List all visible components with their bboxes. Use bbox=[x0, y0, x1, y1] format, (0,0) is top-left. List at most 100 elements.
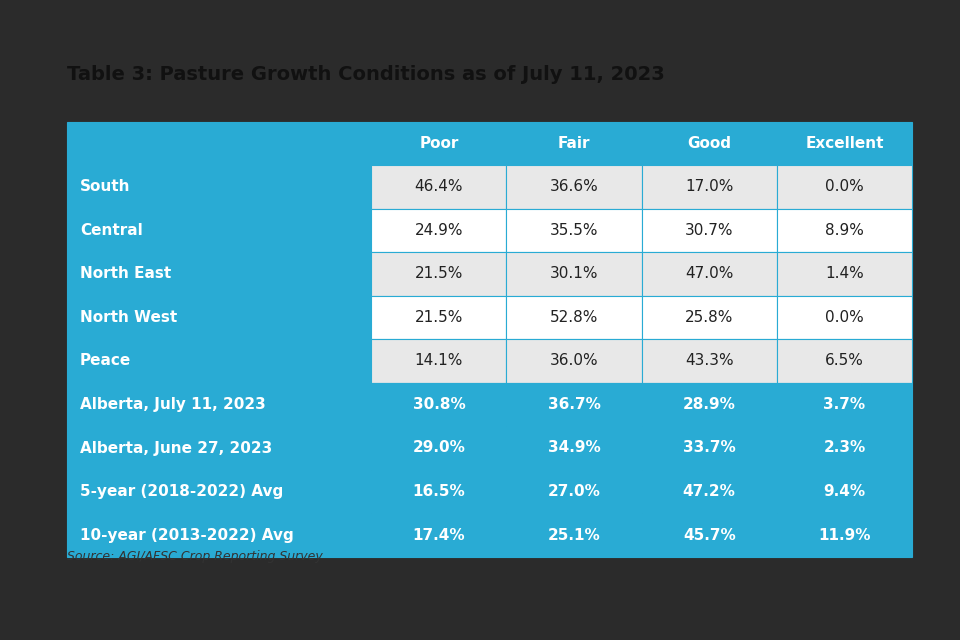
FancyBboxPatch shape bbox=[67, 209, 372, 252]
Text: 5-year (2018-2022) Avg: 5-year (2018-2022) Avg bbox=[80, 484, 283, 499]
FancyBboxPatch shape bbox=[777, 165, 912, 209]
FancyBboxPatch shape bbox=[372, 122, 507, 165]
FancyBboxPatch shape bbox=[67, 296, 372, 339]
FancyBboxPatch shape bbox=[641, 209, 777, 252]
Text: 0.0%: 0.0% bbox=[825, 310, 864, 325]
FancyBboxPatch shape bbox=[641, 296, 777, 339]
FancyBboxPatch shape bbox=[777, 252, 912, 296]
Text: 24.9%: 24.9% bbox=[415, 223, 463, 238]
Text: Source: AGI/AFSC Crop Reporting Survey: Source: AGI/AFSC Crop Reporting Survey bbox=[67, 550, 323, 563]
FancyBboxPatch shape bbox=[777, 426, 912, 470]
Text: 35.5%: 35.5% bbox=[550, 223, 598, 238]
FancyBboxPatch shape bbox=[67, 383, 372, 426]
Text: 16.5%: 16.5% bbox=[413, 484, 466, 499]
Text: 10-year (2013-2022) Avg: 10-year (2013-2022) Avg bbox=[80, 527, 294, 543]
Text: Good: Good bbox=[687, 136, 732, 151]
Text: Central: Central bbox=[80, 223, 143, 238]
FancyBboxPatch shape bbox=[372, 426, 507, 470]
FancyBboxPatch shape bbox=[641, 252, 777, 296]
FancyBboxPatch shape bbox=[372, 252, 507, 296]
Text: 0.0%: 0.0% bbox=[825, 179, 864, 195]
Text: Alberta, June 27, 2023: Alberta, June 27, 2023 bbox=[80, 440, 272, 456]
FancyBboxPatch shape bbox=[372, 513, 507, 557]
FancyBboxPatch shape bbox=[641, 513, 777, 557]
FancyBboxPatch shape bbox=[67, 470, 372, 513]
Text: Alberta, July 11, 2023: Alberta, July 11, 2023 bbox=[80, 397, 266, 412]
FancyBboxPatch shape bbox=[507, 470, 641, 513]
FancyBboxPatch shape bbox=[641, 122, 777, 165]
FancyBboxPatch shape bbox=[777, 513, 912, 557]
Text: 36.6%: 36.6% bbox=[550, 179, 598, 195]
Text: Fair: Fair bbox=[558, 136, 590, 151]
Text: South: South bbox=[80, 179, 131, 195]
Text: 28.9%: 28.9% bbox=[683, 397, 735, 412]
Text: 30.7%: 30.7% bbox=[685, 223, 733, 238]
Text: 21.5%: 21.5% bbox=[415, 310, 463, 325]
Text: 8.9%: 8.9% bbox=[825, 223, 864, 238]
Text: 33.7%: 33.7% bbox=[683, 440, 735, 456]
FancyBboxPatch shape bbox=[67, 426, 372, 470]
Text: Poor: Poor bbox=[420, 136, 459, 151]
FancyBboxPatch shape bbox=[372, 383, 507, 426]
FancyBboxPatch shape bbox=[777, 339, 912, 383]
FancyBboxPatch shape bbox=[641, 165, 777, 209]
FancyBboxPatch shape bbox=[507, 426, 641, 470]
FancyBboxPatch shape bbox=[372, 296, 507, 339]
FancyBboxPatch shape bbox=[641, 383, 777, 426]
FancyBboxPatch shape bbox=[777, 209, 912, 252]
Text: 29.0%: 29.0% bbox=[413, 440, 466, 456]
Text: 11.9%: 11.9% bbox=[818, 527, 871, 543]
Text: 17.0%: 17.0% bbox=[685, 179, 733, 195]
FancyBboxPatch shape bbox=[67, 513, 372, 557]
FancyBboxPatch shape bbox=[777, 122, 912, 165]
Text: 36.7%: 36.7% bbox=[547, 397, 601, 412]
Text: 25.8%: 25.8% bbox=[685, 310, 733, 325]
Text: 47.0%: 47.0% bbox=[685, 266, 733, 282]
FancyBboxPatch shape bbox=[507, 513, 641, 557]
FancyBboxPatch shape bbox=[507, 383, 641, 426]
FancyBboxPatch shape bbox=[641, 470, 777, 513]
Text: 46.4%: 46.4% bbox=[415, 179, 463, 195]
Text: 6.5%: 6.5% bbox=[825, 353, 864, 369]
Text: 52.8%: 52.8% bbox=[550, 310, 598, 325]
Text: 3.7%: 3.7% bbox=[824, 397, 866, 412]
FancyBboxPatch shape bbox=[507, 252, 641, 296]
FancyBboxPatch shape bbox=[372, 339, 507, 383]
FancyBboxPatch shape bbox=[507, 209, 641, 252]
FancyBboxPatch shape bbox=[372, 165, 507, 209]
Text: 36.0%: 36.0% bbox=[550, 353, 598, 369]
FancyBboxPatch shape bbox=[67, 339, 372, 383]
Text: 25.1%: 25.1% bbox=[548, 527, 600, 543]
Text: Table 3: Pasture Growth Conditions as of July 11, 2023: Table 3: Pasture Growth Conditions as of… bbox=[67, 65, 665, 84]
Text: 1.4%: 1.4% bbox=[825, 266, 864, 282]
Text: 14.1%: 14.1% bbox=[415, 353, 463, 369]
Text: 45.7%: 45.7% bbox=[683, 527, 735, 543]
Text: 17.4%: 17.4% bbox=[413, 527, 466, 543]
Text: 34.9%: 34.9% bbox=[548, 440, 600, 456]
FancyBboxPatch shape bbox=[777, 383, 912, 426]
FancyBboxPatch shape bbox=[507, 122, 641, 165]
FancyBboxPatch shape bbox=[641, 339, 777, 383]
Text: 2.3%: 2.3% bbox=[824, 440, 866, 456]
FancyBboxPatch shape bbox=[641, 426, 777, 470]
Text: 30.8%: 30.8% bbox=[413, 397, 466, 412]
FancyBboxPatch shape bbox=[67, 122, 372, 165]
Text: 27.0%: 27.0% bbox=[547, 484, 601, 499]
FancyBboxPatch shape bbox=[372, 470, 507, 513]
FancyBboxPatch shape bbox=[67, 252, 372, 296]
Text: Excellent: Excellent bbox=[805, 136, 883, 151]
Text: Peace: Peace bbox=[80, 353, 132, 369]
Text: North East: North East bbox=[80, 266, 171, 282]
Text: North West: North West bbox=[80, 310, 178, 325]
FancyBboxPatch shape bbox=[777, 296, 912, 339]
Text: 30.1%: 30.1% bbox=[550, 266, 598, 282]
Text: 9.4%: 9.4% bbox=[824, 484, 866, 499]
Text: 47.2%: 47.2% bbox=[683, 484, 735, 499]
Text: 43.3%: 43.3% bbox=[684, 353, 733, 369]
Text: 21.5%: 21.5% bbox=[415, 266, 463, 282]
FancyBboxPatch shape bbox=[67, 165, 372, 209]
FancyBboxPatch shape bbox=[372, 209, 507, 252]
FancyBboxPatch shape bbox=[777, 470, 912, 513]
FancyBboxPatch shape bbox=[507, 296, 641, 339]
FancyBboxPatch shape bbox=[507, 339, 641, 383]
